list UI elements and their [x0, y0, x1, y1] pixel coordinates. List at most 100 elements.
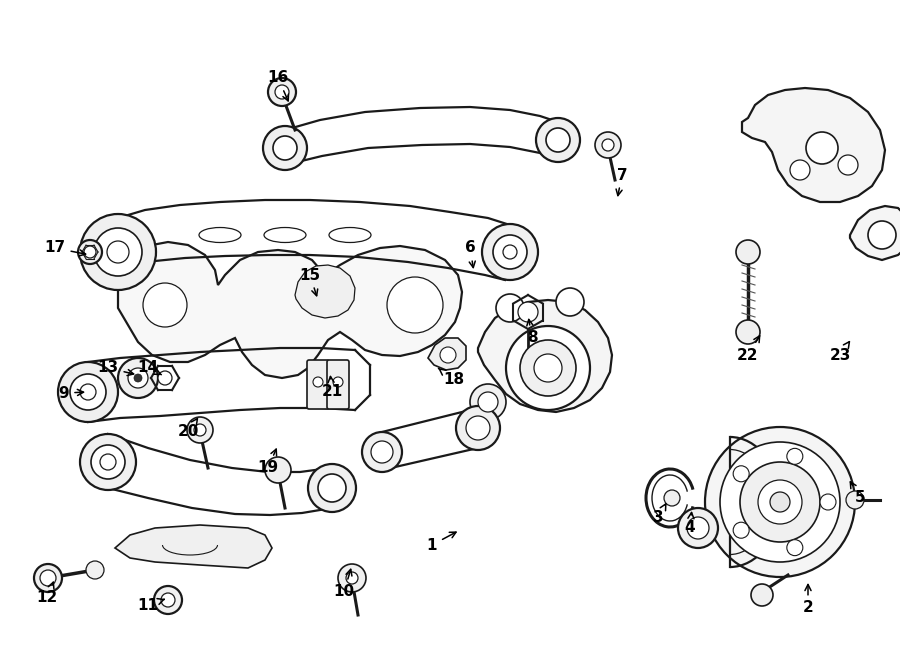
Circle shape: [734, 466, 749, 482]
Circle shape: [496, 294, 524, 322]
Circle shape: [387, 277, 443, 333]
Text: 12: 12: [36, 582, 58, 606]
Text: 1: 1: [427, 532, 456, 553]
Circle shape: [456, 406, 500, 450]
Circle shape: [734, 522, 749, 538]
Circle shape: [534, 354, 562, 382]
Circle shape: [705, 427, 855, 577]
Circle shape: [470, 384, 506, 420]
Circle shape: [362, 432, 402, 472]
Circle shape: [143, 283, 187, 327]
Polygon shape: [478, 300, 612, 412]
Circle shape: [736, 320, 760, 344]
Circle shape: [154, 586, 182, 614]
Circle shape: [158, 371, 172, 385]
Ellipse shape: [199, 228, 241, 242]
Text: 3: 3: [652, 504, 666, 526]
Text: 8: 8: [526, 320, 537, 346]
Text: 18: 18: [438, 368, 464, 387]
Polygon shape: [115, 525, 272, 568]
Text: 16: 16: [267, 70, 289, 101]
Text: 23: 23: [829, 342, 850, 363]
Text: 17: 17: [44, 240, 86, 256]
Circle shape: [536, 118, 580, 162]
Text: 6: 6: [464, 240, 475, 267]
Circle shape: [820, 494, 836, 510]
Circle shape: [770, 492, 790, 512]
Circle shape: [40, 570, 56, 586]
Circle shape: [338, 564, 366, 592]
Circle shape: [318, 474, 346, 502]
Text: 10: 10: [333, 569, 355, 600]
Circle shape: [787, 540, 803, 555]
Text: 13: 13: [97, 361, 133, 375]
Circle shape: [787, 448, 803, 464]
Ellipse shape: [329, 228, 371, 242]
Circle shape: [506, 326, 590, 410]
Circle shape: [80, 384, 96, 400]
Circle shape: [263, 126, 307, 170]
Circle shape: [687, 517, 709, 539]
Circle shape: [128, 368, 148, 388]
Circle shape: [482, 224, 538, 280]
Text: 22: 22: [737, 336, 760, 363]
Text: 14: 14: [138, 361, 161, 375]
Text: 20: 20: [177, 418, 199, 440]
Circle shape: [846, 491, 864, 509]
Circle shape: [440, 347, 456, 363]
Circle shape: [70, 374, 106, 410]
Circle shape: [790, 160, 810, 180]
Circle shape: [313, 377, 323, 387]
Text: 9: 9: [58, 385, 84, 401]
Circle shape: [134, 374, 142, 382]
Circle shape: [118, 358, 158, 398]
Polygon shape: [742, 88, 885, 202]
Polygon shape: [428, 338, 466, 370]
Text: 7: 7: [616, 167, 627, 195]
Ellipse shape: [264, 228, 306, 242]
Circle shape: [161, 593, 175, 607]
Circle shape: [736, 240, 760, 264]
Circle shape: [602, 139, 614, 151]
Circle shape: [503, 245, 517, 259]
Text: 15: 15: [300, 267, 320, 296]
FancyBboxPatch shape: [327, 360, 349, 409]
Circle shape: [265, 457, 291, 483]
Text: 19: 19: [257, 449, 279, 475]
Text: 11: 11: [138, 598, 164, 612]
Circle shape: [58, 362, 118, 422]
Text: 5: 5: [850, 482, 865, 506]
Circle shape: [275, 85, 289, 99]
Polygon shape: [850, 206, 900, 260]
Circle shape: [466, 416, 490, 440]
Circle shape: [94, 228, 142, 276]
Circle shape: [194, 424, 206, 436]
Circle shape: [678, 508, 718, 548]
Circle shape: [868, 221, 896, 249]
Circle shape: [91, 445, 125, 479]
Polygon shape: [295, 265, 355, 318]
Circle shape: [100, 454, 116, 470]
Circle shape: [308, 464, 356, 512]
Circle shape: [80, 214, 156, 290]
FancyBboxPatch shape: [307, 360, 329, 409]
Circle shape: [751, 584, 773, 606]
Circle shape: [346, 572, 358, 584]
Circle shape: [187, 417, 213, 443]
Circle shape: [518, 302, 538, 322]
Circle shape: [78, 240, 102, 264]
Circle shape: [595, 132, 621, 158]
Text: 4: 4: [685, 512, 696, 536]
Circle shape: [371, 441, 393, 463]
Text: 2: 2: [803, 585, 814, 616]
Circle shape: [107, 241, 129, 263]
Circle shape: [86, 561, 104, 579]
Circle shape: [556, 288, 584, 316]
Circle shape: [493, 235, 527, 269]
Circle shape: [806, 132, 838, 164]
Circle shape: [478, 392, 498, 412]
Circle shape: [273, 136, 297, 160]
Circle shape: [520, 340, 576, 396]
Circle shape: [333, 377, 343, 387]
Circle shape: [84, 246, 96, 258]
